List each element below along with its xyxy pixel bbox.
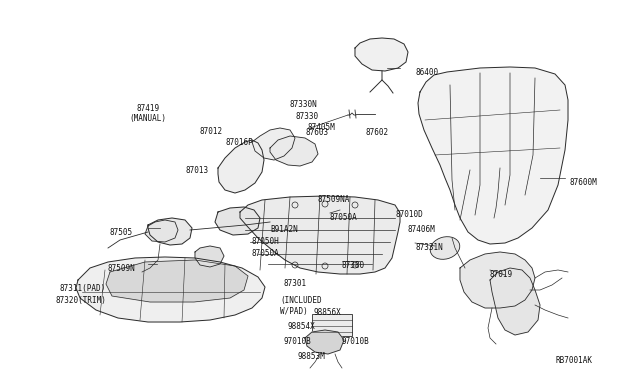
Text: 87050A: 87050A — [252, 249, 280, 258]
Text: 98854X: 98854X — [288, 322, 316, 331]
Polygon shape — [215, 207, 260, 235]
Polygon shape — [240, 196, 400, 274]
Polygon shape — [195, 246, 224, 267]
Polygon shape — [145, 220, 178, 242]
Text: 87320(TRIM): 87320(TRIM) — [56, 296, 107, 305]
Text: 97010B: 97010B — [283, 337, 311, 346]
Text: 87505: 87505 — [110, 228, 133, 237]
Text: 87311(PAD): 87311(PAD) — [60, 284, 106, 293]
Text: 87380: 87380 — [342, 261, 365, 270]
Text: B91A2N: B91A2N — [270, 225, 298, 234]
Text: 87419: 87419 — [136, 104, 159, 113]
Polygon shape — [418, 67, 568, 244]
Text: W/PAD): W/PAD) — [280, 307, 308, 316]
Polygon shape — [218, 140, 264, 193]
Text: 87406M: 87406M — [408, 225, 436, 234]
Ellipse shape — [430, 237, 460, 259]
Text: 87301: 87301 — [284, 279, 307, 288]
Text: 87509NA: 87509NA — [318, 195, 350, 204]
Text: 87509N: 87509N — [108, 264, 136, 273]
Text: 87050A: 87050A — [330, 213, 358, 222]
Polygon shape — [305, 330, 344, 354]
Text: 87012: 87012 — [200, 127, 223, 136]
Text: 97010B: 97010B — [342, 337, 370, 346]
Text: 98853M: 98853M — [298, 352, 326, 361]
Text: 87010D: 87010D — [395, 210, 423, 219]
Text: 87405M: 87405M — [308, 123, 336, 132]
Text: 87331N: 87331N — [415, 243, 443, 252]
Text: 98856X: 98856X — [314, 308, 342, 317]
FancyBboxPatch shape — [312, 314, 352, 336]
Polygon shape — [270, 136, 318, 166]
Text: 86400: 86400 — [415, 68, 438, 77]
Text: (INCLUDED: (INCLUDED — [280, 296, 322, 305]
Polygon shape — [460, 252, 535, 308]
Text: 87602: 87602 — [365, 128, 388, 137]
Text: 87330: 87330 — [296, 112, 319, 121]
Polygon shape — [355, 38, 408, 71]
Text: 87050H: 87050H — [252, 237, 280, 246]
Polygon shape — [490, 268, 540, 335]
Polygon shape — [106, 260, 248, 302]
Polygon shape — [252, 128, 295, 160]
Text: 87600M: 87600M — [570, 178, 598, 187]
Text: 87019: 87019 — [490, 270, 513, 279]
Text: RB7001AK: RB7001AK — [555, 356, 592, 365]
Text: 87013: 87013 — [186, 166, 209, 175]
Polygon shape — [76, 257, 265, 322]
Text: 87016P: 87016P — [225, 138, 253, 147]
Text: 87330N: 87330N — [290, 100, 317, 109]
Polygon shape — [148, 218, 192, 245]
Text: (MANUAL): (MANUAL) — [129, 114, 166, 123]
Text: 87603: 87603 — [305, 128, 328, 137]
